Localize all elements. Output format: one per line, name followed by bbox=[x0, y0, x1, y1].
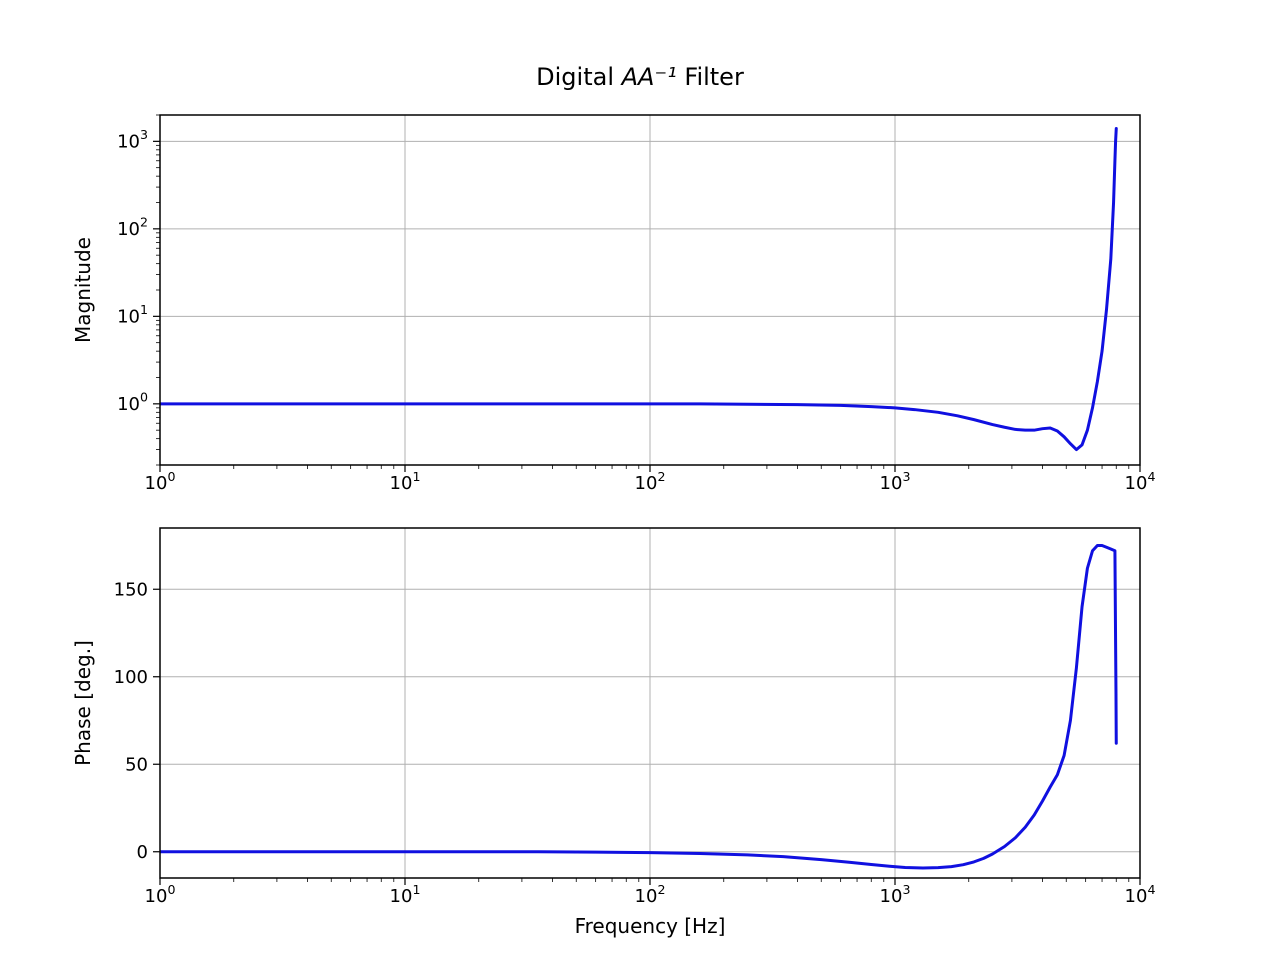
y-tick-label: 103 bbox=[117, 127, 148, 152]
y-tick-label: 100 bbox=[114, 667, 148, 688]
x-tick-label: 101 bbox=[390, 469, 421, 494]
x-tick-label: 100 bbox=[145, 882, 176, 907]
x-tick-label: 104 bbox=[1125, 469, 1156, 494]
x-tick-label: 101 bbox=[390, 882, 421, 907]
y-tick-label: 102 bbox=[117, 215, 148, 240]
magnitude-trace bbox=[160, 129, 1116, 450]
phase-panel: 100 101 102 103 104 0 50 100 150 Phase [deg.] Freq… bbox=[71, 528, 1155, 938]
y-tick-label: 100 bbox=[117, 390, 148, 415]
x-tick-label: 103 bbox=[880, 469, 911, 494]
x-tick-label: 102 bbox=[635, 469, 666, 494]
x-tick-label: 102 bbox=[635, 882, 666, 907]
y-tick-label: 150 bbox=[114, 579, 148, 600]
y-tick-label: 101 bbox=[117, 302, 148, 327]
figure-svg: Digital AA⁻¹ Filter 100 101 102 103 104 100 101… bbox=[0, 0, 1280, 960]
y-tick-label: 0 bbox=[137, 842, 148, 863]
plot-title: Digital AA⁻¹ Filter bbox=[536, 63, 744, 91]
y-tick-label: 50 bbox=[125, 754, 148, 775]
x-tick-label: 103 bbox=[880, 882, 911, 907]
phase-ylabel: Phase [deg.] bbox=[71, 640, 95, 766]
phase-trace bbox=[160, 546, 1116, 869]
magnitude-ylabel: Magnitude bbox=[71, 237, 95, 343]
xlabel: Frequency [Hz] bbox=[575, 914, 726, 938]
x-tick-label: 100 bbox=[145, 469, 176, 494]
bode-plot-figure: Digital AA⁻¹ Filter 100 101 102 103 104 100 101… bbox=[0, 0, 1280, 960]
x-tick-label: 104 bbox=[1125, 882, 1156, 907]
magnitude-panel: 100 101 102 103 104 100 101 102 103 Magnitude bbox=[71, 115, 1155, 494]
